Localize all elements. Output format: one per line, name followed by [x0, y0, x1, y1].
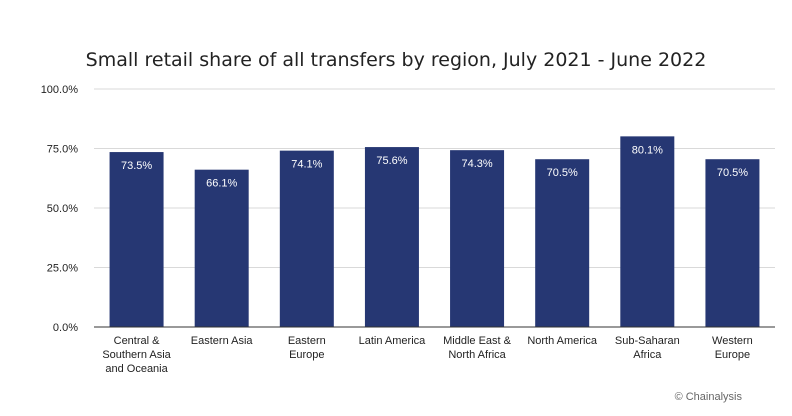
chart-title: Small retail share of all transfers by r… — [86, 49, 707, 71]
bar — [450, 150, 505, 327]
bar — [109, 152, 164, 327]
data-labels: 73.5% 66.1% 74.1% 75.6% 74.3% 70.5% 80.1% 70.5% — [121, 144, 748, 189]
bar — [705, 159, 760, 327]
bars — [109, 136, 760, 327]
data-label: 74.3% — [461, 158, 492, 170]
y-tick-label: 25.0% — [47, 263, 78, 275]
y-tick-label: 0.0% — [53, 322, 78, 334]
data-label: 73.5% — [121, 160, 152, 172]
data-label: 80.1% — [632, 144, 663, 156]
x-tick-label: Eastern Asia — [191, 335, 254, 347]
y-tick-label: 50.0% — [47, 203, 78, 215]
data-label: 75.6% — [376, 155, 407, 167]
x-tick-label: Eastern Europe — [288, 335, 326, 361]
data-label: 70.5% — [547, 167, 578, 179]
data-label: 66.1% — [206, 178, 237, 190]
x-tick-label: Western Europe — [712, 335, 753, 361]
bar — [279, 150, 334, 327]
bar — [194, 169, 249, 327]
data-label: 74.1% — [291, 159, 322, 171]
bar — [535, 159, 590, 327]
x-axis-tick-labels: Central & Southern Asia and Oceania Eastern… — [102, 335, 753, 375]
y-tick-label: 100.0% — [41, 84, 79, 96]
x-tick-label: Latin America — [359, 335, 427, 347]
x-tick-label: Central & Southern Asia and Oceania — [102, 335, 171, 375]
y-tick-label: 75.0% — [47, 144, 78, 156]
x-tick-label: Sub-Saharan Africa — [615, 335, 680, 361]
bar — [364, 147, 419, 327]
y-axis-tick-labels: 0.0% 25.0% 50.0% 75.0% 100.0% — [41, 84, 79, 334]
bar — [620, 136, 675, 327]
x-tick-label: North America — [527, 335, 598, 347]
data-label: 70.5% — [717, 167, 748, 179]
x-tick-label: Middle East & North Africa — [443, 335, 512, 361]
credit-text: © Chainalysis — [675, 391, 743, 403]
